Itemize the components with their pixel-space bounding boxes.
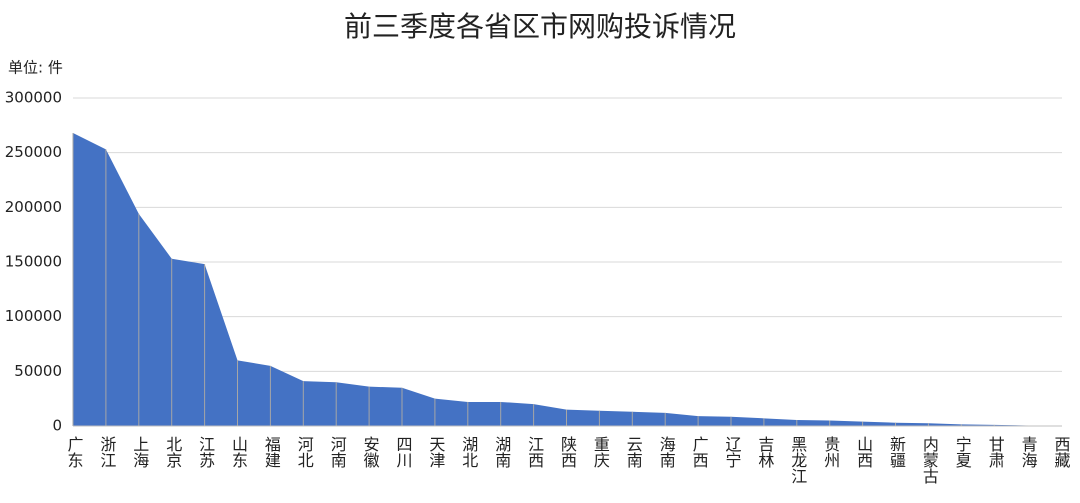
y-tick-label: 0 <box>52 417 62 435</box>
y-tick-label: 50000 <box>14 362 62 380</box>
x-tick-label: 江西 <box>525 436 544 468</box>
chart-title: 前三季度各省区市网购投诉情况 <box>344 10 736 43</box>
x-tick-label: 湖北 <box>459 436 478 468</box>
x-tick-label: 新疆 <box>887 436 906 468</box>
x-tick-label: 山东 <box>229 436 248 468</box>
x-tick-label: 江苏 <box>196 436 215 469</box>
x-tick-label: 云南 <box>624 436 643 468</box>
x-tick-label: 西藏 <box>1052 436 1071 469</box>
x-tick-label: 内蒙古 <box>920 436 939 484</box>
y-tick-label: 250000 <box>5 143 62 161</box>
x-tick-label: 天津 <box>426 436 445 468</box>
unit-label: 单位: 件 <box>8 59 63 77</box>
y-tick-label: 200000 <box>5 198 62 216</box>
x-tick-label: 黑龙江 <box>788 436 807 484</box>
x-tick-label: 海南 <box>657 436 676 468</box>
x-tick-label: 吉林 <box>755 436 774 468</box>
x-tick-label: 广东 <box>65 436 84 468</box>
y-tick-label: 150000 <box>5 253 62 271</box>
x-tick-label: 贵州 <box>821 436 840 468</box>
y-tick-label: 300000 <box>5 89 62 107</box>
area <box>73 132 1060 426</box>
x-tick-label: 辽宁 <box>723 436 742 468</box>
x-tick-label: 陕西 <box>558 436 577 468</box>
x-tick-label: 河南 <box>328 436 347 468</box>
x-tick-label: 湖南 <box>492 436 511 468</box>
x-tick-label: 重庆 <box>591 436 610 468</box>
x-tick-label: 河北 <box>295 436 314 468</box>
x-tick-label: 上海 <box>130 436 149 468</box>
x-tick-label: 安徽 <box>361 436 380 468</box>
x-tick-label: 甘肃 <box>986 436 1005 468</box>
x-tick-label: 浙江 <box>97 436 116 468</box>
x-tick-label: 福建 <box>262 436 281 468</box>
y-tick-label: 100000 <box>5 307 62 325</box>
x-tick-label: 青海 <box>1019 436 1038 468</box>
x-tick-label: 山西 <box>854 436 873 468</box>
x-tick-label: 宁夏 <box>953 436 972 468</box>
x-tick-label: 四川 <box>394 436 413 468</box>
x-tick-label: 广西 <box>690 436 709 468</box>
x-tick-label: 北京 <box>163 436 182 469</box>
